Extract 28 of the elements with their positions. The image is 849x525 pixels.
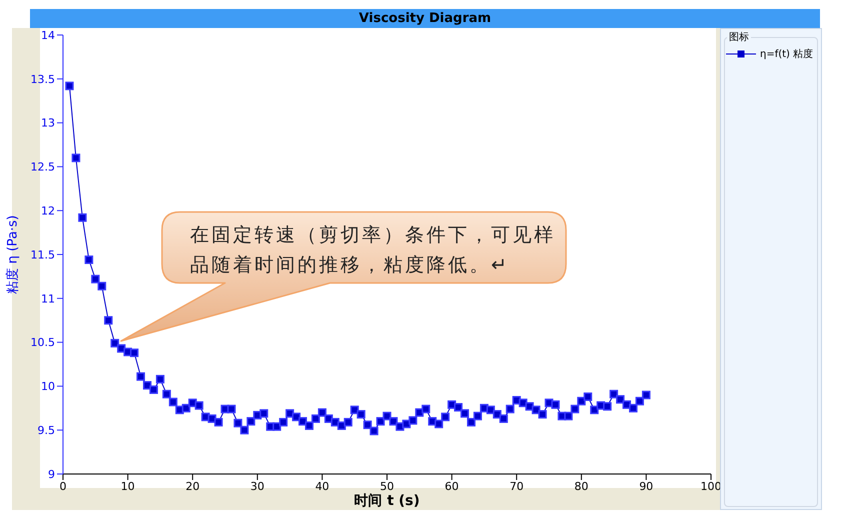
x-tick-label: 40 [315,480,330,493]
x-tick-label: 90 [639,480,654,493]
x-tick-label: 30 [250,480,264,493]
x-axis-title: 时间 t (s) [354,493,420,509]
x-tick-label: 100 [700,480,722,493]
y-axis-title: 粘度 η (Pa·s) [4,215,21,294]
x-tick-label: 20 [186,480,200,493]
legend-label: η=f(t) 粘度 [760,48,814,61]
y-tick-label: 11.5 [30,248,55,262]
x-tick-label: 0 [60,480,66,493]
y-tick-label: 12 [41,204,55,218]
legend-title: 图标 [727,30,751,44]
y-tick-label: 10 [41,380,55,394]
annotation: 在固定转速（剪切率）条件下，可见样品随着时间的推移，粘度降低。↵ [190,223,556,278]
y-tick-label: 9.5 [38,424,55,438]
y-tick-label: 10.5 [30,336,55,350]
x-tick-label: 10 [120,480,135,493]
y-tick-label: 14 [41,28,55,42]
y-tick-label: 9 [48,468,55,481]
y-tick-label: 13 [41,116,55,130]
x-tick-label: 70 [510,480,524,493]
y-tick-label: 11 [41,292,55,306]
y-tick-label: 12.5 [30,160,55,174]
x-tick-label: 60 [444,480,459,493]
x-tick-label: 80 [574,480,588,493]
x-tick-label: 50 [380,480,394,493]
y-tick-label: 13.5 [30,72,55,86]
chart-title: Viscosity Diagram [30,9,820,28]
